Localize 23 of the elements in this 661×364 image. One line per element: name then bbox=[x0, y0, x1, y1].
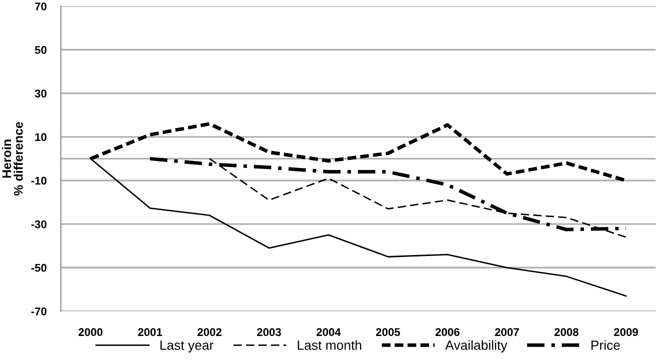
x-tick-label: 2000 bbox=[78, 328, 102, 336]
y-tick-label: 10 bbox=[35, 133, 46, 142]
legend-label: Price bbox=[591, 340, 620, 350]
legend-label: Last month bbox=[298, 340, 362, 350]
y-tick-label: -50 bbox=[31, 264, 46, 272]
x-tick-label: 2001 bbox=[138, 328, 162, 336]
y-tick-label: 70 bbox=[35, 2, 46, 10]
x-tick-label: 2005 bbox=[376, 328, 400, 336]
legend-label: Availability bbox=[445, 340, 508, 352]
y-tick-label: -70 bbox=[31, 307, 46, 316]
legend-label: Last year bbox=[160, 340, 214, 352]
x-tick-label: 2002 bbox=[198, 328, 222, 336]
y-tick-label: 30 bbox=[34, 90, 46, 98]
y-tick-label: -30 bbox=[31, 220, 46, 228]
x-tick-label: 2007 bbox=[495, 328, 519, 336]
y-axis-title: Heroin % difference bbox=[2, 122, 23, 196]
x-tick-label: 2009 bbox=[614, 328, 638, 336]
x-tick-label: 2006 bbox=[436, 328, 460, 336]
y-tick-label: 50 bbox=[34, 46, 46, 54]
y-tick-label: -10 bbox=[31, 176, 46, 185]
x-tick-label: 2008 bbox=[554, 328, 578, 336]
x-tick-label: 2003 bbox=[257, 328, 281, 336]
x-tick-label: 2004 bbox=[316, 328, 341, 336]
